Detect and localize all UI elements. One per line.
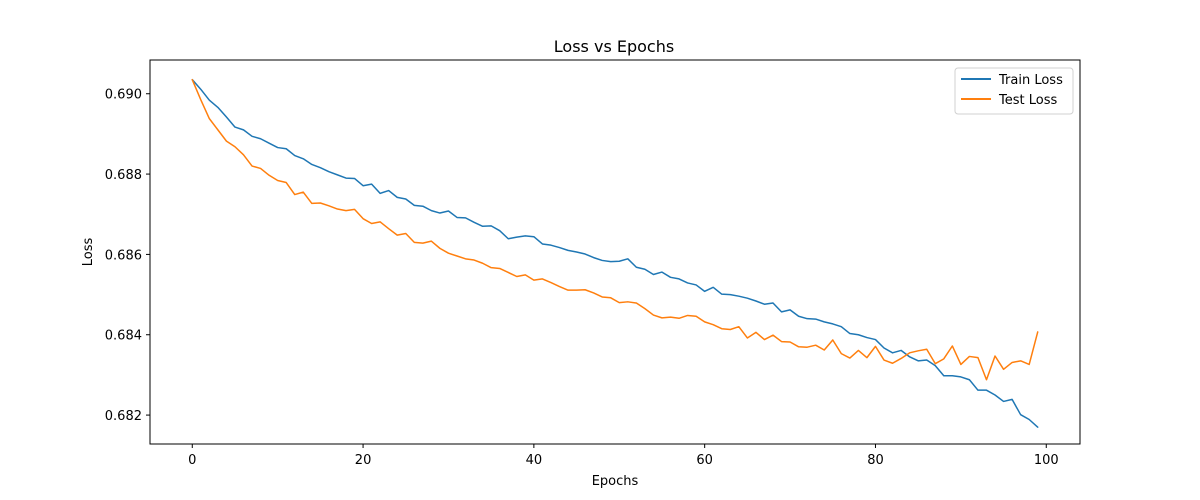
y-tick-label: 0.690 [105,88,142,103]
y-tick-label: 0.684 [105,329,142,344]
y-tick-label: 0.688 [105,168,142,183]
legend: Train Loss Test Loss [954,67,1074,115]
y-tick-label: 0.686 [105,248,142,263]
series-layer [191,78,1039,428]
x-tick-label: 0 [188,453,196,468]
y-axis-label: Loss [81,238,96,267]
x-tick-label: 60 [696,453,713,468]
chart-title: Loss vs Epochs [554,37,674,56]
x-tick-label: 80 [867,453,884,468]
x-axis-label: Epochs [592,474,639,489]
axes-frame [149,59,1081,445]
x-tick-label: 40 [526,453,543,468]
x-tick-label: 20 [355,453,372,468]
y-tick-label: 0.682 [105,409,142,424]
x-axis: 0 20 40 60 80 100 [188,444,1059,468]
legend-label-test-loss: Test Loss [998,93,1057,108]
plot-area: 0 20 40 60 80 100 0.682 0.684 0.686 0.688 0.690 [105,59,1081,468]
legend-label-train-loss: Train Loss [998,73,1063,88]
series-line-train-loss [191,78,1039,428]
x-tick-label: 100 [1034,453,1059,468]
y-axis: 0.682 0.684 0.686 0.688 0.690 [105,88,150,424]
series-line-test-loss [191,78,1039,381]
